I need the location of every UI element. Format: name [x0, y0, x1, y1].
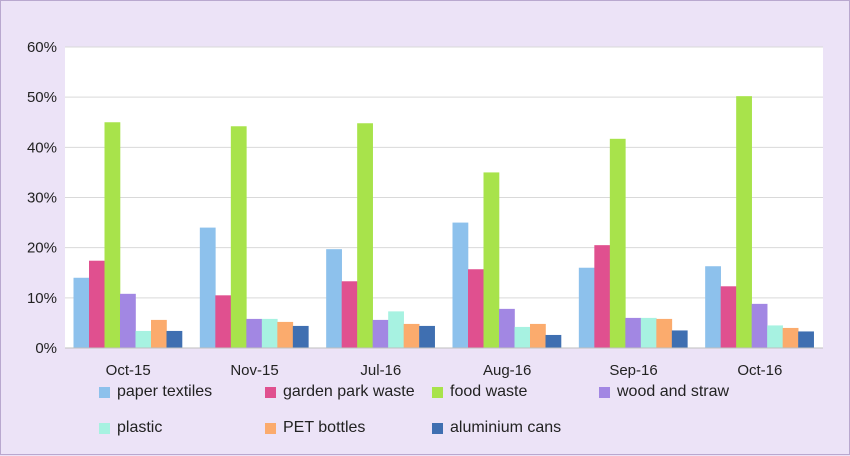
bar [357, 123, 373, 349]
bar [151, 319, 167, 348]
bar [452, 222, 469, 348]
bar [73, 277, 90, 348]
bar [261, 318, 278, 348]
bar [292, 325, 309, 348]
bar [671, 330, 688, 348]
bar [199, 227, 216, 348]
bar [782, 327, 799, 348]
y-tick-label: 50% [27, 89, 57, 106]
bar [751, 303, 768, 348]
bar [499, 308, 515, 348]
x-tick-label: Oct-16 [737, 362, 782, 379]
bar [483, 172, 500, 348]
bars [73, 96, 814, 349]
y-tick-label: 30% [27, 190, 57, 207]
bar [578, 267, 595, 348]
bar [468, 269, 484, 348]
bar [530, 323, 546, 348]
bar [388, 311, 404, 348]
bar [767, 325, 783, 348]
bar [341, 281, 358, 348]
x-tick-label: Oct-15 [106, 362, 151, 379]
bar [798, 331, 814, 348]
bar [215, 295, 232, 348]
bar [514, 326, 531, 348]
bar [403, 323, 420, 348]
bar [594, 245, 611, 348]
bar [135, 330, 152, 348]
bar [230, 126, 247, 348]
bar [625, 317, 642, 348]
bar [372, 319, 389, 348]
bar [545, 334, 562, 348]
x-tick-label: Sep-16 [609, 362, 657, 379]
y-axis: 0% 10% 20% 30% 40% 50% 60% [27, 39, 57, 357]
x-tick-label: Aug-16 [483, 362, 531, 379]
y-tick-label: 10% [27, 290, 57, 307]
x-tick-label: Nov-15 [230, 362, 278, 379]
y-tick-label: 60% [27, 39, 57, 56]
y-tick-label: 40% [27, 139, 57, 156]
bar [609, 138, 626, 348]
bar [166, 330, 183, 348]
y-tick-label: 20% [27, 240, 57, 257]
bar [246, 318, 263, 348]
x-axis: Oct-15 Nov-15 Jul-16 Aug-16 Sep-16 Oct-16 [65, 347, 823, 379]
bar [656, 318, 673, 348]
bar [640, 317, 657, 348]
bar [104, 122, 121, 348]
bar [326, 249, 342, 348]
bar [705, 266, 721, 348]
bar [277, 321, 294, 348]
bar [89, 260, 105, 348]
bar [419, 325, 435, 348]
x-tick-label: Jul-16 [360, 362, 401, 379]
bar [736, 96, 752, 348]
bar [720, 286, 737, 348]
bar [120, 293, 136, 348]
y-tick-label: 0% [35, 340, 57, 357]
